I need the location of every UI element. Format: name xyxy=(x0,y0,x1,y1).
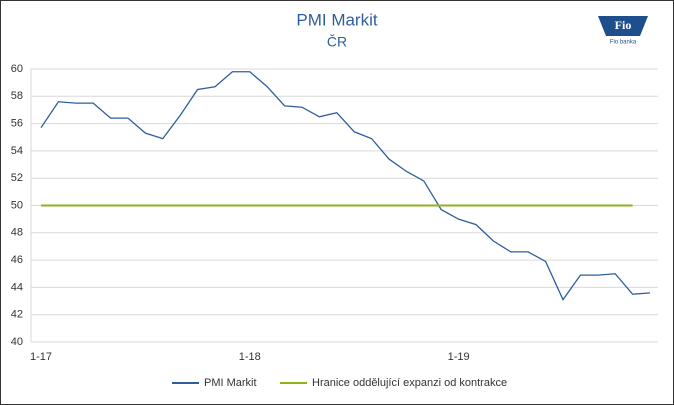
y-tick-label: 46 xyxy=(11,254,23,266)
logo: Fio Fio banka xyxy=(598,16,648,46)
x-tick-label: 1-18 xyxy=(239,351,261,363)
legend-label: PMI Markit xyxy=(204,377,257,389)
y-tick-label: 56 xyxy=(11,118,23,130)
series-line xyxy=(40,71,651,301)
x-tick-label: 1-17 xyxy=(30,351,52,363)
y-tick-label: 42 xyxy=(11,309,23,321)
y-tick-label: 58 xyxy=(11,90,23,102)
y-tick-label: 48 xyxy=(11,227,23,239)
y-tick-label: 52 xyxy=(11,172,23,184)
legend-label: Hranice oddělující expanzi od kontrakce xyxy=(312,377,507,389)
logo-text: Fio banka xyxy=(610,40,637,46)
y-tick-label: 50 xyxy=(11,199,23,211)
logo-mark: Fio xyxy=(615,18,632,32)
y-tick-label: 44 xyxy=(11,281,23,293)
chart-subtitle: ČR xyxy=(327,34,347,50)
y-tick-label: 54 xyxy=(11,145,23,157)
y-tick-label: 60 xyxy=(11,63,23,75)
y-tick-label: 40 xyxy=(11,336,23,348)
logo-shape xyxy=(598,16,648,36)
chart-title: PMI Markit xyxy=(296,10,378,29)
x-tick-label: 1-19 xyxy=(448,351,470,363)
